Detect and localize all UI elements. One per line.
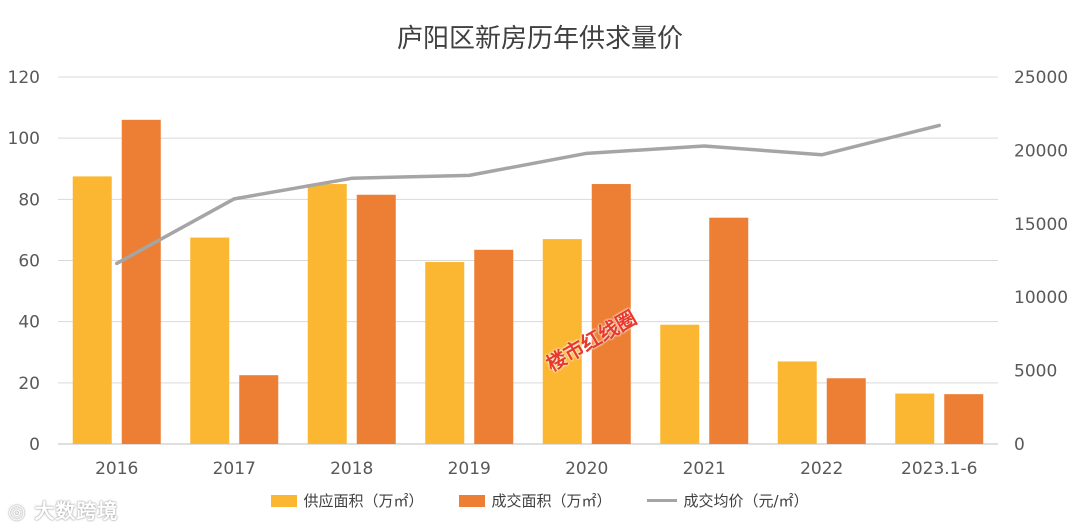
y-left-tick-label: 80 [18, 190, 40, 210]
x-tick-label: 2018 [330, 459, 373, 479]
bar-supply [307, 184, 347, 444]
y-right-tick-label: 15000 [1014, 215, 1068, 235]
y-left-tick-label: 40 [18, 313, 40, 333]
legend-label-supply: 供应面积（万㎡） [303, 492, 424, 510]
bar-deal [356, 194, 396, 444]
y-right-tick-label: 5000 [1014, 362, 1057, 382]
x-tick-label: 2022 [800, 459, 843, 479]
x-tick-label: 2021 [683, 459, 726, 479]
bar-supply [542, 239, 582, 444]
y-right-tick-label: 10000 [1014, 288, 1068, 308]
legend-swatch-deal [459, 494, 486, 507]
x-tick-label: 2016 [95, 459, 138, 479]
legend-label-deal: 成交面积（万㎡） [491, 492, 612, 510]
y-right-tick-label: 25000 [1014, 68, 1068, 88]
legend-swatch-price [647, 499, 678, 502]
bar-deal [709, 217, 749, 444]
bar-deal [121, 119, 161, 445]
x-tick-label: 2020 [565, 459, 608, 479]
watermark-logo-icon: ◎ [8, 499, 35, 523]
bar-supply [72, 176, 112, 445]
y-right-tick-label: 0 [1014, 435, 1025, 455]
y-left-tick-label: 0 [29, 435, 40, 455]
x-tick-label: 2023.1-6 [901, 459, 977, 479]
legend: 供应面积（万㎡） 成交面积（万㎡） 成交均价（元/㎡） [0, 490, 1080, 511]
line-price [115, 123, 941, 266]
legend-item-supply: 供应面积（万㎡） [271, 490, 423, 511]
legend-item-deal: 成交面积（万㎡） [459, 490, 611, 511]
y-left-tick-label: 60 [18, 252, 40, 272]
x-tick-label: 2017 [213, 459, 256, 479]
y-left-tick-label: 100 [8, 129, 40, 149]
y-left-tick-label: 120 [8, 68, 40, 88]
bar-supply [425, 262, 465, 444]
bar-deal [474, 249, 514, 444]
bar-deal [826, 378, 866, 444]
bar-supply [777, 361, 817, 444]
legend-label-price: 成交均价（元/㎡） [683, 492, 809, 510]
x-tick-label: 2019 [448, 459, 491, 479]
y-left-tick-label: 20 [18, 374, 40, 394]
bar-deal [944, 394, 984, 444]
legend-swatch-supply [271, 494, 298, 507]
chart-title: 庐阳区新房历年供求量价 [396, 24, 683, 54]
bar-supply [190, 237, 230, 444]
watermark: ◎ 大数跨境 [8, 495, 118, 524]
bar-deal [239, 375, 279, 444]
y-right-tick-label: 20000 [1014, 141, 1068, 161]
bar-supply [660, 324, 700, 444]
bar-supply [895, 393, 935, 444]
bar-deal [591, 184, 631, 444]
legend-item-price: 成交均价（元/㎡） [647, 490, 809, 511]
watermark-text: 大数跨境 [34, 499, 119, 523]
